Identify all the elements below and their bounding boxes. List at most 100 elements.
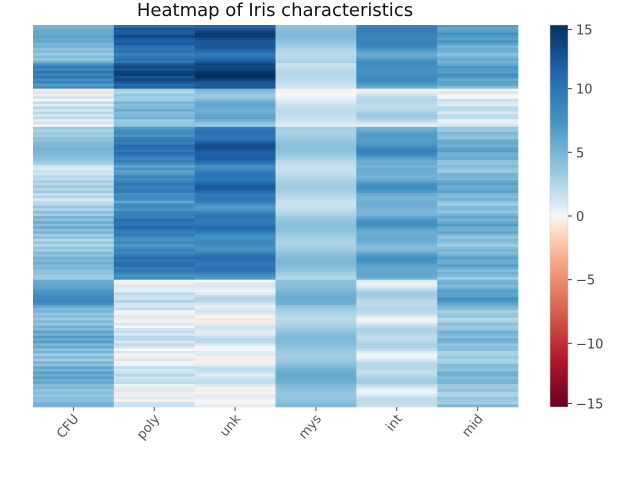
heatmap-cell	[437, 63, 519, 67]
heatmap-cell	[33, 330, 115, 334]
heatmap-cell	[113, 333, 195, 336]
heatmap-cell	[113, 244, 195, 247]
heatmap-cell	[33, 282, 115, 286]
heatmap-cell	[275, 287, 357, 291]
heatmap-cell	[275, 157, 357, 161]
heatmap-cell	[275, 25, 357, 28]
heatmap-cell	[275, 284, 357, 288]
heatmap-cell	[113, 47, 195, 51]
heatmap-cell	[194, 103, 276, 107]
heatmap-cell	[275, 396, 357, 400]
heatmap-cell	[275, 368, 357, 372]
heatmap-cell	[275, 45, 357, 49]
heatmap-cell	[437, 216, 519, 219]
heatmap-cell	[33, 363, 115, 367]
heatmap-cell	[113, 320, 195, 324]
heatmap-cell	[356, 249, 438, 252]
heatmap-cell	[275, 208, 357, 212]
heatmap-cell	[113, 231, 195, 235]
heatmap-cell	[275, 310, 357, 314]
heatmap-cell	[194, 144, 276, 148]
heatmap-cell	[437, 244, 519, 247]
heatmap-cell	[275, 58, 357, 61]
heatmap-cell	[275, 152, 357, 156]
heatmap-cell	[437, 340, 519, 344]
heatmap-cell	[33, 119, 115, 123]
heatmap-cell	[194, 42, 276, 46]
heatmap-cell	[275, 142, 357, 145]
heatmap-cell	[275, 221, 357, 224]
heatmap-cell	[194, 381, 276, 385]
heatmap-cell	[33, 378, 115, 382]
heatmap-cell	[194, 404, 276, 408]
heatmap-cell	[33, 144, 115, 148]
heatmap-cell	[194, 185, 276, 189]
heatmap-cell	[113, 210, 195, 214]
heatmap-cell	[33, 83, 115, 87]
heatmap-cell	[33, 53, 115, 56]
heatmap-cell	[356, 159, 438, 163]
heatmap-cell	[275, 330, 357, 334]
heatmap-cell	[33, 320, 115, 324]
heatmap-cell	[113, 246, 195, 250]
heatmap-cell	[437, 157, 519, 161]
heatmap-cell	[437, 312, 519, 316]
heatmap-cell	[194, 312, 276, 316]
heatmap-cell	[33, 170, 115, 174]
heatmap-cell	[113, 154, 195, 158]
heatmap-cell	[275, 401, 357, 405]
heatmap-cell	[437, 320, 519, 324]
heatmap-cell	[275, 167, 357, 171]
heatmap-cell	[275, 241, 357, 245]
heatmap-cell	[275, 53, 357, 56]
heatmap-cell	[113, 213, 195, 217]
heatmap-cell	[437, 25, 519, 28]
heatmap-cell	[356, 32, 438, 36]
heatmap-cell	[113, 391, 195, 395]
heatmap-cell	[275, 228, 357, 232]
heatmap-cell	[275, 333, 357, 336]
heatmap-cell	[356, 266, 438, 270]
heatmap-cell	[437, 249, 519, 252]
heatmap-cell	[113, 350, 195, 354]
heatmap-cell	[33, 35, 115, 39]
heatmap-cell	[33, 98, 115, 102]
heatmap-cell	[33, 93, 115, 97]
heatmap-cell	[275, 47, 357, 51]
heatmap-cell	[437, 208, 519, 212]
heatmap-cell	[33, 345, 115, 349]
heatmap-cell	[113, 277, 195, 280]
x-axis-ticks: CFU poly unk mys int mid	[54, 407, 487, 443]
heatmap-cell	[275, 205, 357, 209]
heatmap-cell	[194, 78, 276, 82]
heatmap-cell	[33, 40, 115, 44]
heatmap-cell	[437, 175, 519, 179]
heatmap-cell	[194, 274, 276, 278]
heatmap-cell	[33, 376, 115, 380]
heatmap-cell	[113, 305, 195, 308]
heatmap-cell	[33, 208, 115, 212]
heatmap-cell	[194, 121, 276, 125]
heatmap-cell	[275, 172, 357, 176]
heatmap-cell	[33, 25, 115, 28]
heatmap-cell	[437, 269, 519, 273]
heatmap-cell	[113, 261, 195, 265]
heatmap-cell	[194, 98, 276, 102]
heatmap-cell	[356, 205, 438, 209]
heatmap-cell	[275, 216, 357, 219]
heatmap-cell	[437, 343, 519, 347]
heatmap-cell	[275, 86, 357, 89]
heatmap-cell	[33, 124, 115, 128]
heatmap-cell	[437, 284, 519, 288]
heatmap-cell	[356, 119, 438, 123]
heatmap-cell	[356, 223, 438, 227]
heatmap-cell	[113, 294, 195, 298]
heatmap-cell	[113, 187, 195, 191]
heatmap-cell	[194, 131, 276, 135]
heatmap-cell	[275, 231, 357, 235]
heatmap-cell	[437, 86, 519, 89]
heatmap-cell	[33, 47, 115, 51]
heatmap-cell	[194, 348, 276, 352]
heatmap-cell	[33, 241, 115, 245]
heatmap-cell	[194, 75, 276, 79]
